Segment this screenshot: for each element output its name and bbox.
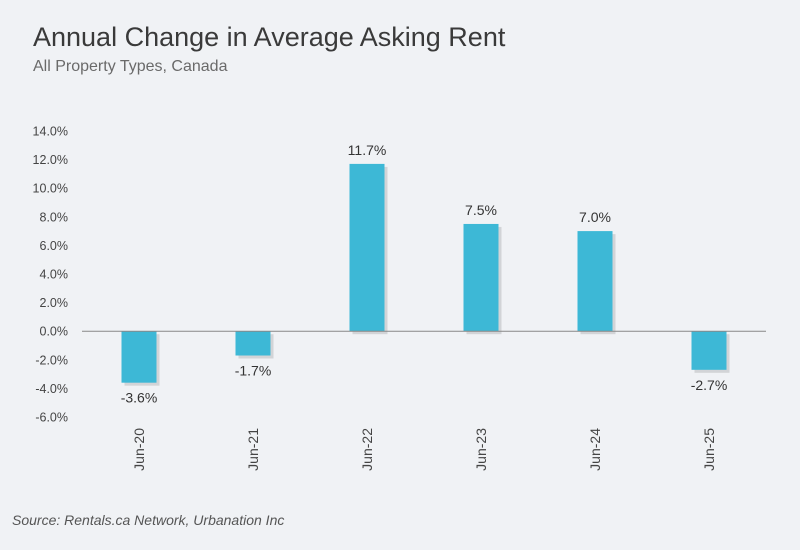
bar <box>235 331 271 356</box>
x-tick-label: Jun-24 <box>587 428 603 471</box>
data-label: -1.7% <box>235 363 272 379</box>
x-tick-label: Jun-25 <box>701 428 717 471</box>
y-tick-label: -2.0% <box>35 353 68 367</box>
x-tick-label: Jun-20 <box>131 428 147 471</box>
y-tick-label: 10.0% <box>33 182 68 196</box>
data-label: 7.5% <box>465 202 497 218</box>
x-tick-label: Jun-22 <box>359 428 375 471</box>
y-tick-label: 6.0% <box>40 239 69 253</box>
y-tick-label: 2.0% <box>40 296 69 310</box>
data-label: -3.6% <box>121 390 158 406</box>
chart-subtitle: All Property Types, Canada <box>33 58 228 75</box>
bar <box>121 331 157 383</box>
data-label: 7.0% <box>579 209 611 225</box>
data-label: 11.7% <box>348 142 387 158</box>
bar <box>349 163 385 332</box>
y-tick-label: -6.0% <box>35 411 68 425</box>
data-label: -2.7% <box>691 377 728 393</box>
y-tick-label: 14.0% <box>33 125 68 139</box>
y-tick-label: 12.0% <box>33 153 68 167</box>
bar <box>691 331 727 370</box>
x-tick-label: Jun-23 <box>473 428 489 471</box>
x-tick-label: Jun-21 <box>245 428 261 471</box>
source-note: Source: Rentals.ca Network, Urbanation I… <box>12 512 285 528</box>
bar <box>463 223 499 332</box>
bar <box>577 231 613 332</box>
y-tick-label: 0.0% <box>40 325 69 339</box>
y-tick-label: -4.0% <box>35 382 68 396</box>
y-tick-label: 4.0% <box>40 268 69 282</box>
y-tick-label: 8.0% <box>40 210 69 224</box>
chart-title: Annual Change in Average Asking Rent <box>33 22 506 52</box>
